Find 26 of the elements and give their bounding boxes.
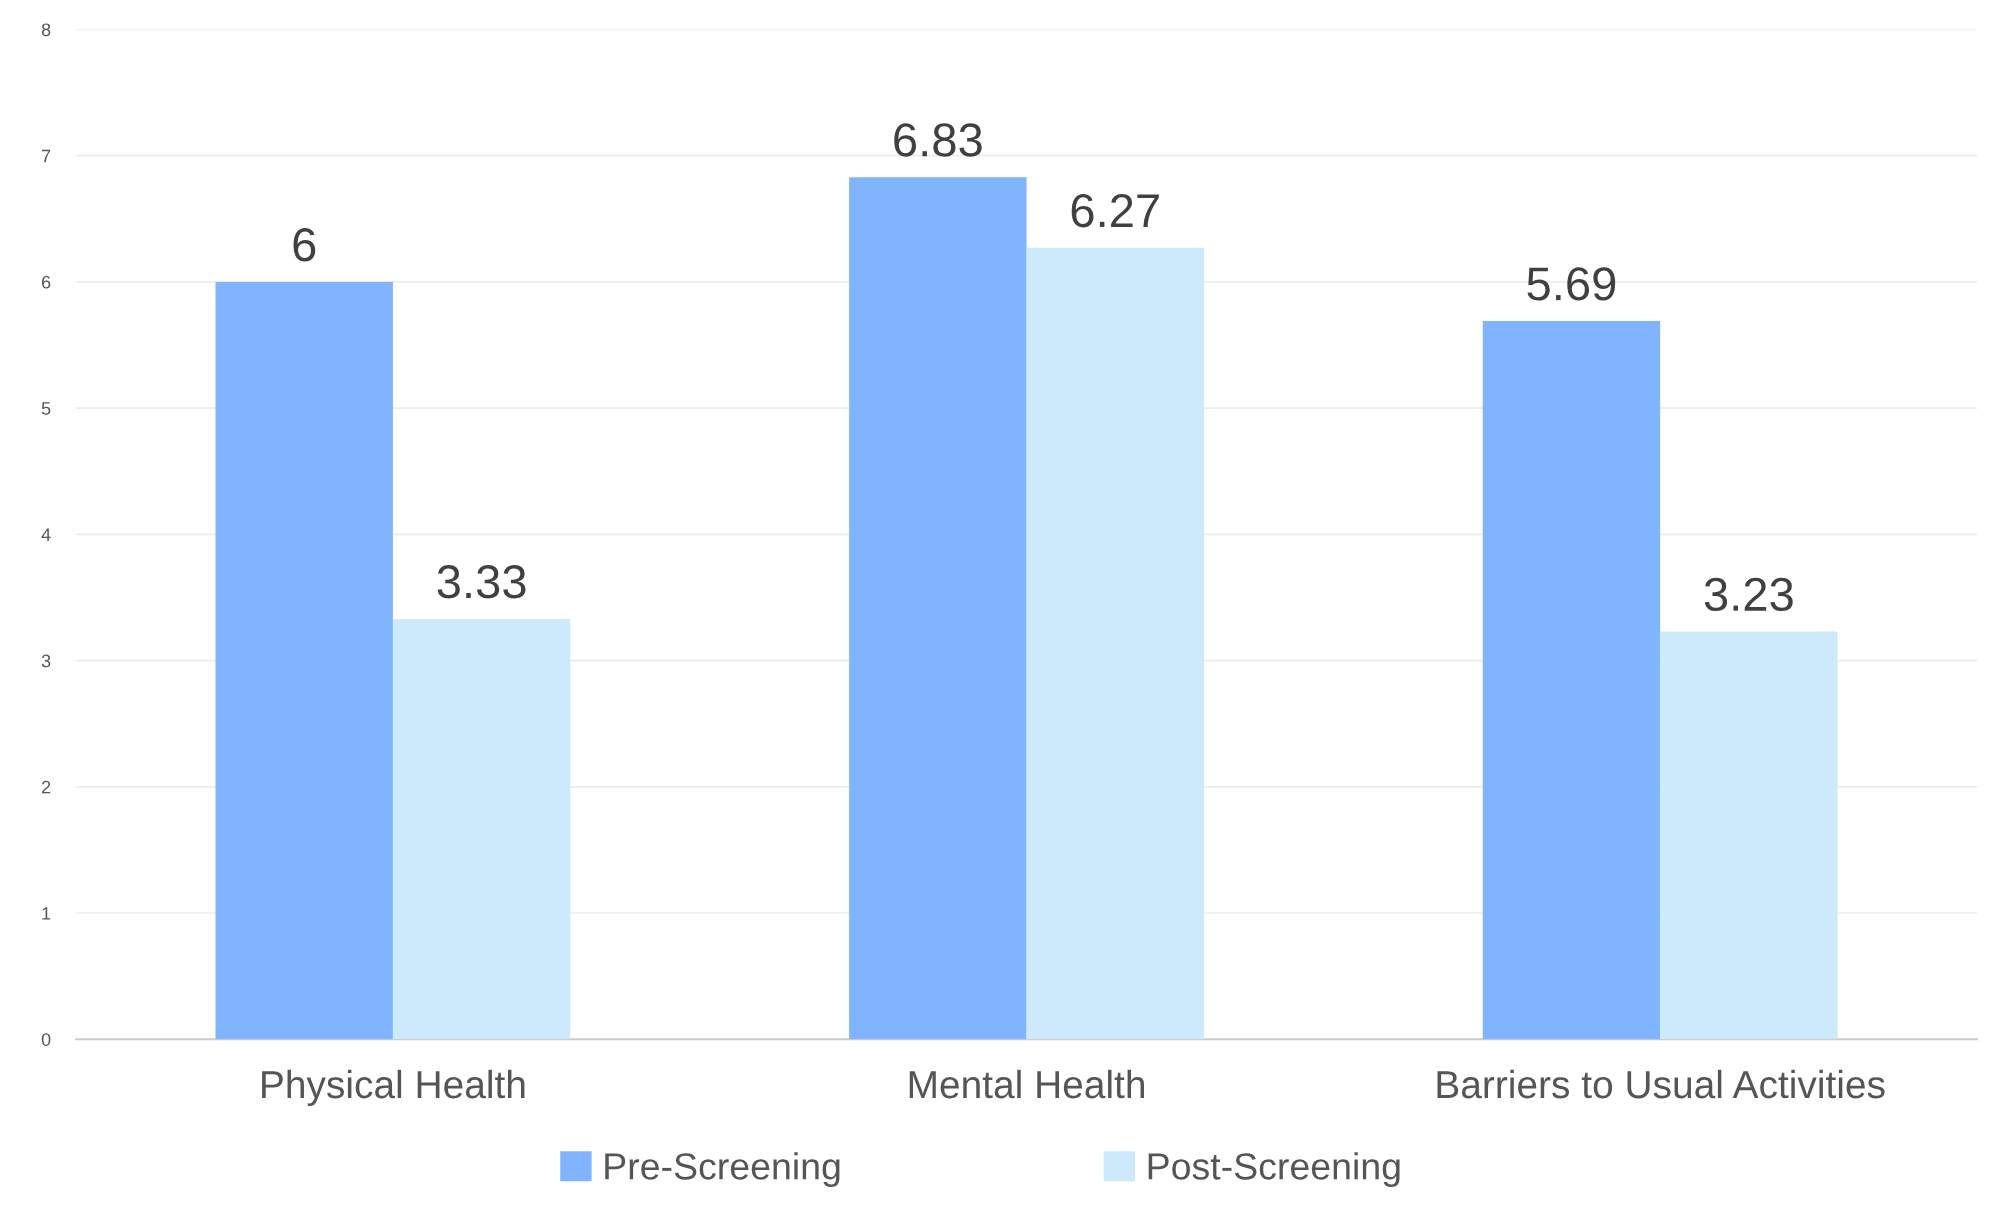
- x-tick-label: Barriers to Usual Activities: [1437, 1069, 1885, 1099]
- data-label: 3.33: [437, 565, 526, 599]
- x-tick-label: Mental Health: [909, 1069, 1144, 1099]
- bar: [1026, 247, 1204, 1040]
- data-label: 3.23: [1704, 577, 1793, 612]
- bar: [849, 177, 1027, 1040]
- y-tick-label: 0: [41, 1033, 51, 1046]
- bar: [392, 618, 571, 1040]
- data-label: 6.27: [1071, 193, 1159, 228]
- y-tick-label: 4: [41, 528, 51, 541]
- y-tick-label: 8: [41, 23, 51, 37]
- y-tick-label: 2: [41, 780, 51, 794]
- y-tick-label: 3: [41, 654, 51, 668]
- y-tick-label: 5: [41, 402, 51, 415]
- x-tick-label: Physical Health: [262, 1069, 525, 1107]
- legend-label: Post-Screening: [1148, 1152, 1400, 1188]
- y-tick-label: 1: [42, 907, 51, 920]
- y-tick-label: 6: [41, 275, 51, 289]
- data-label: 6: [293, 228, 316, 262]
- bar: [215, 281, 393, 1040]
- bar: [1482, 321, 1661, 1040]
- bar: [1660, 631, 1838, 1040]
- data-label: 5.69: [1527, 267, 1616, 301]
- data-label: 6.83: [894, 123, 982, 157]
- y-tick-label: 7: [42, 149, 51, 163]
- legend-label: Pre-Screening: [605, 1152, 840, 1188]
